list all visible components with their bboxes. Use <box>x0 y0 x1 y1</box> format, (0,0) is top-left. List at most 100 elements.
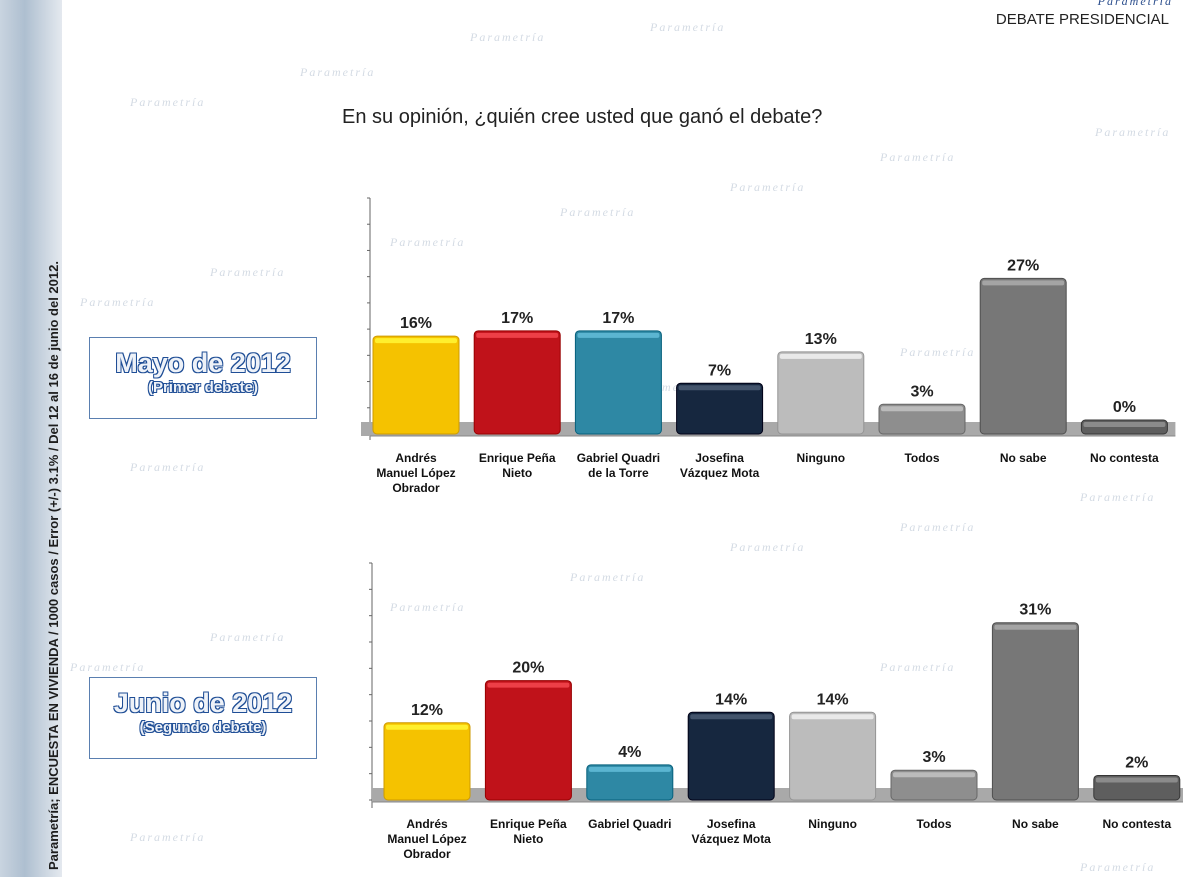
data-label: 2% <box>1125 754 1148 771</box>
watermark-text: Parametría <box>210 630 286 644</box>
bar-highlight <box>791 714 874 720</box>
period-title: Junio de 2012 <box>113 688 293 718</box>
bar <box>687 711 775 801</box>
bar-highlight <box>1083 422 1166 427</box>
data-label: 16% <box>400 315 432 332</box>
category-label: Ninguno <box>796 451 845 465</box>
category-label: de la Torre <box>588 466 649 480</box>
bar <box>789 711 877 801</box>
data-label: 14% <box>817 691 849 708</box>
watermark-text: Parametría <box>130 460 206 474</box>
bar-highlight <box>487 682 570 688</box>
brand-logo: Parametría <box>1097 0 1173 8</box>
data-label: 3% <box>922 749 945 766</box>
data-label: 31% <box>1019 602 1051 619</box>
bar <box>372 335 460 435</box>
bar <box>484 680 572 801</box>
watermark-text: Parametría <box>210 265 286 279</box>
bar-highlight <box>690 714 773 720</box>
watermark-text: Parametría <box>900 345 976 359</box>
bar <box>473 330 561 435</box>
watermark-text: Parametría <box>880 150 956 164</box>
sidebar: Parametría; ENCUESTA EN VIVIENDA / 1000 … <box>0 0 62 877</box>
category-label: Andrés <box>406 817 448 831</box>
bar-highlight <box>881 406 963 412</box>
bar <box>979 277 1067 435</box>
bar-highlight <box>893 772 975 778</box>
watermark-text: Parametría <box>390 235 466 249</box>
category-label: Enrique Peña <box>479 451 556 465</box>
bar <box>586 764 674 801</box>
category-label: No sabe <box>1000 451 1047 465</box>
category-label: Manuel López <box>376 466 455 480</box>
bar-highlight <box>678 385 761 391</box>
watermark-text: Parametría <box>1080 860 1156 874</box>
bar <box>676 382 764 435</box>
category-label: Vázquez Mota <box>680 466 760 480</box>
category-label: No sabe <box>1012 817 1059 831</box>
category-label: Obrador <box>392 481 440 495</box>
period-label-june: Junio de 2012 (Segundo debate) <box>89 677 317 759</box>
bar <box>890 769 978 801</box>
data-label: 27% <box>1007 257 1039 274</box>
watermark-text: Parametría <box>880 660 956 674</box>
category-label: Todos <box>904 451 939 465</box>
category-label: Gabriel Quadri <box>577 451 660 465</box>
data-label: 20% <box>512 660 544 677</box>
category-label: Enrique Peña <box>490 817 567 831</box>
category-label: Josefina <box>695 451 744 465</box>
bar-highlight <box>386 724 468 730</box>
data-label: 3% <box>910 383 933 400</box>
bar-highlight <box>577 332 660 338</box>
bar <box>383 722 471 801</box>
watermark-text: Parametría <box>390 600 466 614</box>
bar-highlight <box>1095 777 1178 783</box>
data-label: 0% <box>1113 399 1136 416</box>
slide-title: DEBATE PRESIDENCIAL <box>995 11 1169 28</box>
data-label: 7% <box>708 362 731 379</box>
chart-floor <box>361 422 1176 436</box>
category-label: Nieto <box>502 466 532 480</box>
category-label: No contesta <box>1090 451 1159 465</box>
bar <box>991 622 1079 801</box>
watermark-text: Parametría <box>1095 125 1171 139</box>
data-label: 4% <box>618 744 641 761</box>
watermark-text: Parametría <box>1080 490 1156 504</box>
category-label: Manuel López <box>387 832 466 846</box>
data-label: 14% <box>715 691 747 708</box>
watermark-text: Parametría <box>650 20 726 34</box>
watermark-text: Parametría <box>900 520 976 534</box>
bar-highlight <box>994 624 1077 630</box>
bar-highlight <box>476 332 559 338</box>
watermark-text: Parametría <box>80 295 156 309</box>
watermark-text: Parametría <box>300 65 376 79</box>
watermark-text: Parametría <box>70 660 146 674</box>
watermark-text: Parametría <box>730 540 806 554</box>
bar <box>878 403 966 435</box>
data-label: 17% <box>602 310 634 327</box>
bar-highlight <box>982 280 1065 286</box>
bar-highlight <box>588 766 671 772</box>
bar <box>574 330 662 435</box>
category-label: Gabriel Quadri <box>588 817 671 831</box>
category-label: Nieto <box>513 832 543 846</box>
watermark-text: Parametría <box>560 205 636 219</box>
category-label: Vázquez Mota <box>692 832 772 846</box>
period-label-may: Mayo de 2012 (Primer debate) <box>89 337 317 419</box>
bar-highlight <box>779 353 862 359</box>
period-subtitle: (Segundo debate) <box>139 719 267 736</box>
bar <box>777 351 865 435</box>
category-label: Andrés <box>395 451 437 465</box>
category-label: Josefina <box>707 817 756 831</box>
watermark-text: Parametría <box>470 30 546 44</box>
period-title: Mayo de 2012 <box>115 348 291 378</box>
bar-highlight <box>375 338 457 344</box>
category-label: Todos <box>916 817 951 831</box>
data-label: 12% <box>411 702 443 719</box>
data-label: 17% <box>501 310 533 327</box>
data-label: 13% <box>805 331 837 348</box>
category-label: Obrador <box>403 847 451 861</box>
category-label: Ninguno <box>808 817 857 831</box>
